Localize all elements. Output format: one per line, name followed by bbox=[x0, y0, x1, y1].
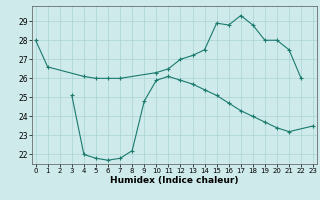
X-axis label: Humidex (Indice chaleur): Humidex (Indice chaleur) bbox=[110, 176, 239, 185]
